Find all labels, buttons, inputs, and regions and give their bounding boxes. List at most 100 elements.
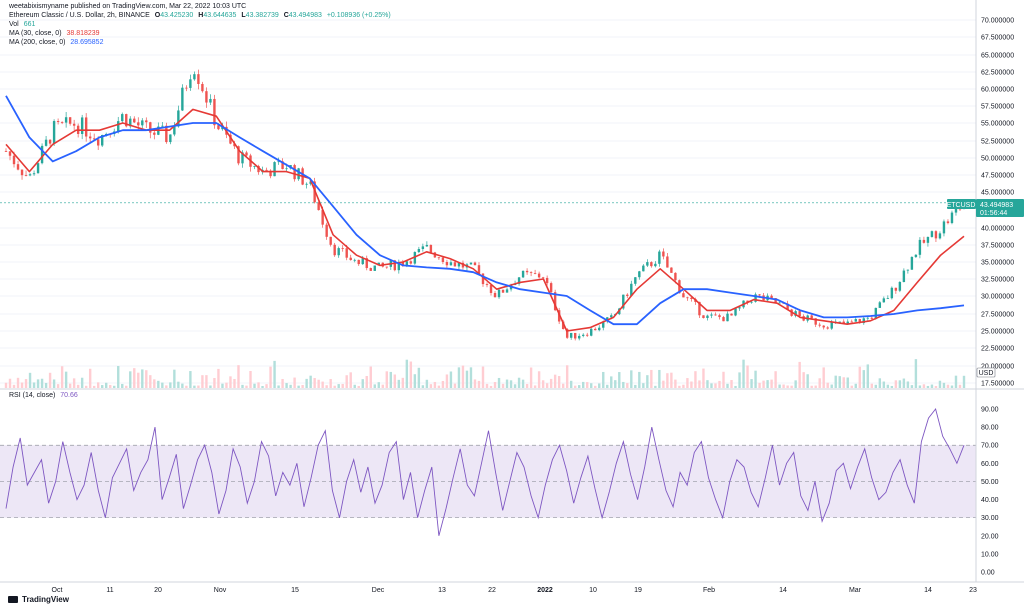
volume-bar <box>133 368 136 388</box>
volume-bar <box>465 370 469 388</box>
candle-body <box>349 257 352 261</box>
volume-bar <box>810 385 813 388</box>
price-scale[interactable]: 70.000000 67.500000 65.000000 62.500000 60.0… <box>981 18 1014 388</box>
ma30-legend[interactable]: MA (30, close, 0) 38.818239 <box>9 29 103 38</box>
candle-body <box>281 161 284 170</box>
volume-bar <box>830 384 833 388</box>
volume-bar <box>846 377 849 388</box>
candle-body <box>541 277 545 279</box>
volume-bar <box>313 378 316 388</box>
candle-body <box>125 114 128 127</box>
volume-bar <box>794 380 797 388</box>
candle-body <box>774 298 777 303</box>
candle-body <box>586 334 589 336</box>
candle-body <box>245 152 248 156</box>
volume-bar <box>345 375 348 388</box>
candle-body <box>922 239 926 243</box>
price-tick-label: 22.500000 <box>981 346 1014 353</box>
candle-body <box>325 224 328 237</box>
candle-body <box>277 161 280 163</box>
time-tick-label: 22 <box>488 587 496 594</box>
volume-bar <box>113 385 116 388</box>
volume-bar <box>569 380 573 388</box>
candle-body <box>52 121 56 144</box>
volume-bar <box>269 366 272 388</box>
rsi-tick-label: 40.00 <box>981 497 999 504</box>
volume-bar <box>197 385 200 388</box>
volume-bar <box>706 380 709 388</box>
rsi-tick-label: 60.00 <box>981 461 999 468</box>
candle-body <box>710 314 713 316</box>
volume-bar <box>557 376 561 388</box>
volume-bar <box>297 385 300 388</box>
volume-bar <box>257 382 260 388</box>
symbol-title[interactable]: Ethereum Classic / U.S. Dollar, 2h, BINA… <box>9 12 150 19</box>
volume-bar <box>521 379 525 388</box>
candle-body <box>525 270 529 273</box>
tradingview-brand[interactable]: TradingView <box>8 595 69 604</box>
volume-bar <box>181 383 184 388</box>
candle-body <box>722 317 725 322</box>
candle-body <box>4 151 8 152</box>
candle-body <box>72 123 76 126</box>
volume-bar <box>317 379 320 388</box>
candle-body <box>449 262 453 266</box>
volume-bar <box>598 383 601 388</box>
currency-tag[interactable]: USD <box>976 367 996 378</box>
volume-bar <box>225 382 228 388</box>
candle-body <box>337 248 340 256</box>
volume-bar <box>117 365 120 388</box>
rsi-legend[interactable]: RSI (14, close) 70.66 <box>9 391 81 400</box>
candle-body <box>577 335 581 339</box>
volume-bar <box>806 374 809 388</box>
volume-bar <box>902 378 906 388</box>
volume-bar <box>485 383 489 388</box>
candle-body <box>778 302 781 304</box>
candle-body <box>80 117 84 134</box>
volume-bar <box>92 385 96 388</box>
candle-body <box>369 268 372 271</box>
volume-bar <box>561 383 565 388</box>
time-axis[interactable]: Oct 11 20 Nov 15 Dec 13 22 2022 10 19 Feb 14 Mar 14 23 <box>52 587 977 594</box>
candle-body <box>726 313 729 322</box>
volume-bar <box>553 374 557 388</box>
volume-bars <box>4 359 966 388</box>
volume-bar <box>325 385 328 388</box>
candle-body <box>92 138 96 140</box>
rsi-scale[interactable]: 90.00 80.00 70.00 60.00 50.00 40.00 30.00 20.00… <box>981 407 999 577</box>
candle-body <box>561 321 565 329</box>
volume-bar <box>76 384 80 388</box>
candle-body <box>822 325 825 328</box>
candle-body <box>437 257 441 259</box>
candle-body <box>850 321 853 323</box>
candle-body <box>842 321 845 324</box>
volume-bar <box>958 384 962 388</box>
candle-body <box>209 98 212 103</box>
volume-bar <box>217 368 220 388</box>
candle-body <box>133 118 136 123</box>
ma200-legend[interactable]: MA (200, close, 0) 28.695852 <box>9 38 106 47</box>
volume-bar <box>850 385 853 388</box>
candle-body <box>826 327 829 329</box>
candle-body <box>569 332 573 338</box>
volume-bar <box>80 377 84 388</box>
volume-bar <box>153 379 156 388</box>
candle-body <box>321 210 324 225</box>
symbol-legend[interactable]: Ethereum Classic / U.S. Dollar, 2h, BINA… <box>9 11 394 20</box>
candle-body <box>666 256 669 268</box>
candle-body <box>193 74 196 80</box>
volume-bar <box>36 379 40 388</box>
candle-body <box>345 248 348 258</box>
price-tick-label: 27.500000 <box>981 312 1014 319</box>
volume-bar <box>393 374 397 388</box>
volume-bar <box>934 385 938 388</box>
candle-body <box>409 261 413 264</box>
vol-value: 661 <box>23 21 36 28</box>
candle-body <box>385 266 388 268</box>
candle-body <box>674 272 677 281</box>
volume-legend[interactable]: Vol 661 <box>9 20 38 29</box>
candle-body <box>686 297 689 299</box>
time-tick-label: Dec <box>372 587 385 594</box>
volume-bar <box>782 384 785 388</box>
